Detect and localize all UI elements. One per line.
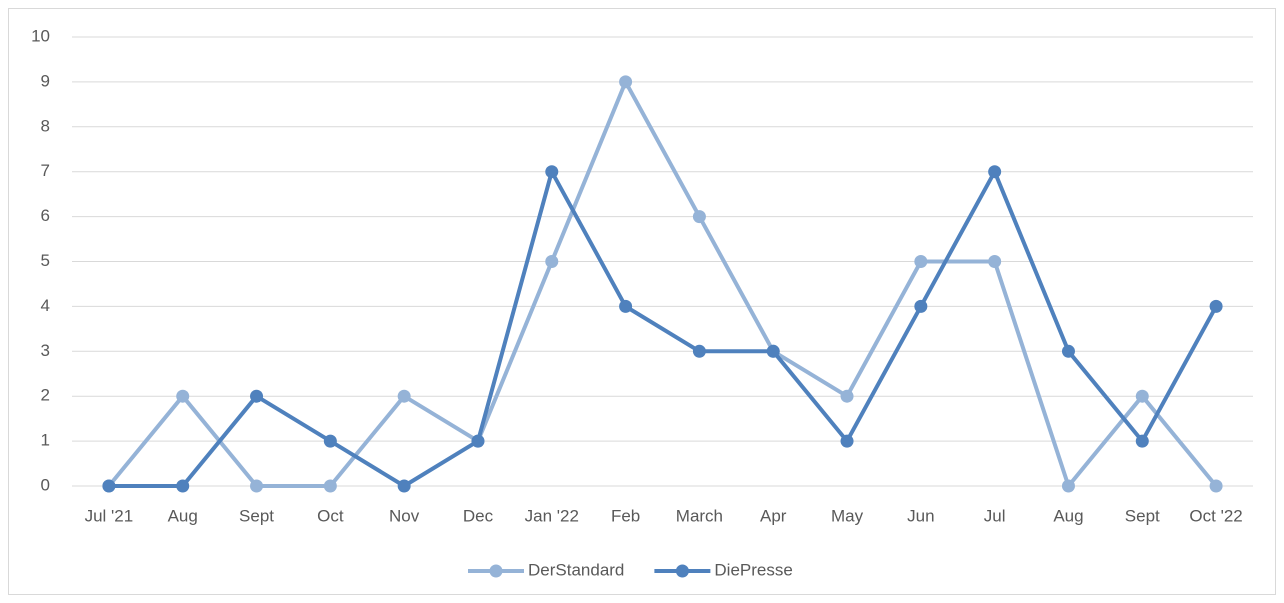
data-point xyxy=(1061,344,1075,358)
x-tick-label: Jan '22 xyxy=(525,506,579,525)
x-tick-label: Nov xyxy=(389,506,420,525)
data-point xyxy=(176,479,190,493)
y-tick-label: 6 xyxy=(41,206,50,225)
data-point xyxy=(840,389,854,403)
data-point xyxy=(840,434,854,448)
x-tick-label: Aug xyxy=(168,506,198,525)
data-point xyxy=(1135,434,1149,448)
y-tick-label: 5 xyxy=(41,251,50,270)
y-tick-label: 10 xyxy=(31,26,50,45)
legend-marker xyxy=(675,564,689,578)
data-point xyxy=(766,344,780,358)
y-tick-label: 1 xyxy=(41,431,50,450)
data-point xyxy=(250,479,264,493)
x-tick-label: Feb xyxy=(611,506,640,525)
series-line xyxy=(107,79,1218,488)
data-point xyxy=(545,255,559,268)
data-point xyxy=(397,479,411,493)
data-point xyxy=(692,344,706,358)
x-tick-label: Jul xyxy=(984,506,1006,525)
data-point xyxy=(619,299,633,313)
x-tick-label: May xyxy=(831,506,864,525)
y-tick-label: 4 xyxy=(41,296,50,315)
x-tick-label: Oct xyxy=(317,506,344,525)
data-point xyxy=(914,299,928,313)
data-point xyxy=(323,479,337,493)
data-point xyxy=(102,479,116,493)
x-tick-label: March xyxy=(676,506,723,525)
data-point xyxy=(323,434,337,448)
legend-label: DerStandard xyxy=(528,560,624,579)
x-tick-label: Jul '21 xyxy=(85,506,134,525)
data-point xyxy=(176,389,190,403)
y-tick-label: 2 xyxy=(41,386,50,405)
y-tick-label: 0 xyxy=(41,475,50,494)
data-point xyxy=(1209,479,1223,493)
data-point xyxy=(988,255,1002,268)
x-tick-label: Sept xyxy=(1125,506,1160,525)
x-tick-label: Dec xyxy=(463,506,494,525)
legend-label: DiePresse xyxy=(714,560,792,579)
data-point xyxy=(988,165,1002,179)
data-point xyxy=(471,434,485,448)
data-point xyxy=(250,389,264,403)
data-point xyxy=(692,210,706,224)
data-point xyxy=(1135,389,1149,403)
data-point xyxy=(545,165,559,179)
data-point xyxy=(914,255,928,268)
y-tick-label: 7 xyxy=(41,161,50,180)
data-point xyxy=(619,75,633,89)
x-tick-label: Oct '22 xyxy=(1189,506,1242,525)
x-tick-label: Jun xyxy=(907,506,934,525)
x-tick-label: Sept xyxy=(239,506,274,525)
x-tick-label: Apr xyxy=(760,506,787,525)
legend-marker xyxy=(489,564,503,578)
y-tick-label: 8 xyxy=(41,116,50,135)
data-point xyxy=(1209,299,1223,313)
y-tick-label: 9 xyxy=(41,71,50,90)
series-line xyxy=(108,169,1218,488)
x-tick-label: Aug xyxy=(1053,506,1083,525)
data-point xyxy=(397,389,411,403)
chart-border xyxy=(8,8,1276,595)
data-point xyxy=(1061,479,1075,493)
y-tick-label: 3 xyxy=(41,341,50,360)
